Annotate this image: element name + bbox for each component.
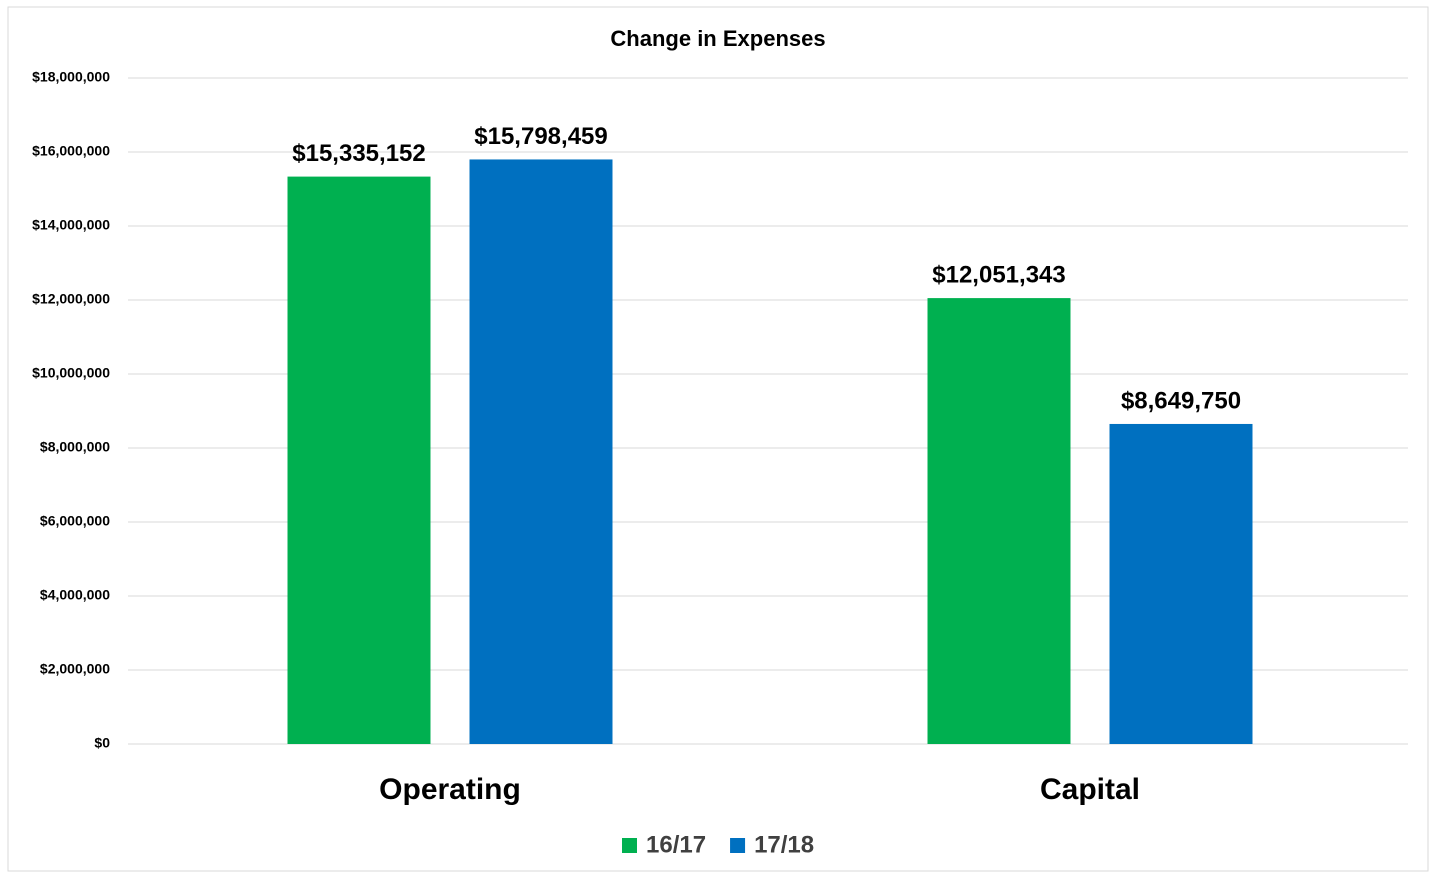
y-tick-label: $10,000,000 [32, 365, 110, 381]
bar [1109, 423, 1253, 744]
data-label: $15,798,459 [474, 123, 607, 150]
legend-label: 16/17 [646, 831, 706, 858]
bar [469, 159, 613, 744]
bar [287, 176, 431, 745]
y-tick-label: $6,000,000 [40, 513, 110, 529]
data-label: $8,649,750 [1121, 387, 1241, 414]
y-tick-label: $12,000,000 [32, 291, 110, 307]
bar [927, 298, 1071, 744]
x-tick-label: Operating [379, 773, 521, 806]
legend-swatch [622, 838, 637, 853]
legend-label: 17/18 [754, 831, 814, 858]
y-tick-label: $14,000,000 [32, 217, 110, 233]
data-label: $15,335,152 [292, 140, 425, 167]
y-tick-label: $2,000,000 [40, 661, 110, 677]
y-tick-label: $4,000,000 [40, 587, 110, 603]
y-tick-label: $16,000,000 [32, 143, 110, 159]
legend-swatch [730, 838, 746, 853]
x-tick-label: Capital [1040, 773, 1140, 806]
y-tick-label: $8,000,000 [40, 439, 110, 455]
chart-title: Change in Expenses [610, 26, 825, 51]
y-tick-label: $0 [94, 735, 110, 751]
y-tick-label: $18,000,000 [32, 69, 110, 85]
data-label: $12,051,343 [932, 261, 1065, 288]
